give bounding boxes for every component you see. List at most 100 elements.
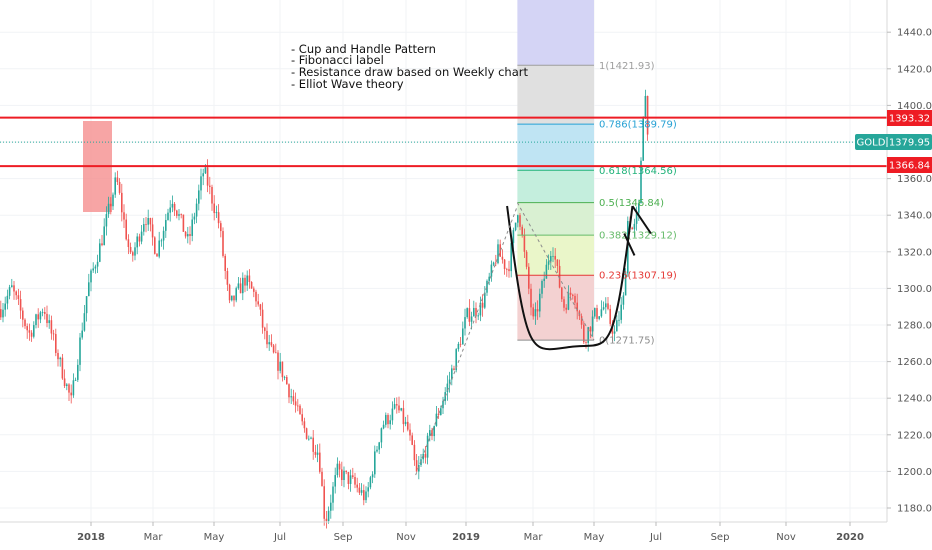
candle-body — [35, 314, 37, 326]
candle-body — [222, 231, 224, 256]
candle-body — [415, 460, 418, 472]
candles — [0, 89, 649, 529]
candle-body — [376, 449, 378, 452]
candle-body — [204, 167, 207, 174]
candle-body — [552, 255, 554, 257]
candle-body — [327, 510, 330, 522]
candle-body — [510, 243, 512, 272]
candle-body — [640, 160, 642, 204]
last-price-label: 1379.95 — [889, 138, 930, 149]
candle-body — [534, 309, 537, 317]
candle-body — [277, 352, 279, 371]
candle-body — [569, 292, 572, 295]
candle-body — [288, 384, 290, 398]
candle-body — [631, 227, 633, 230]
candle-body — [13, 285, 15, 292]
time-axis-tick-label: 2018 — [77, 532, 105, 543]
candle-body — [114, 177, 116, 195]
candle-body — [92, 268, 94, 271]
candle-body — [558, 265, 561, 288]
candle-body — [545, 264, 548, 279]
candle-body — [602, 307, 605, 310]
candle-body — [530, 288, 532, 308]
candle-body — [244, 277, 246, 286]
fibonacci-level-label: 0(1271.75) — [599, 336, 655, 347]
candle-body — [235, 288, 237, 301]
candle-body — [532, 307, 534, 317]
candle-body — [169, 207, 171, 213]
candle-body — [143, 224, 145, 232]
fibonacci-zone — [517, 170, 594, 203]
candle-body — [325, 518, 328, 522]
candle-body — [224, 255, 226, 271]
candle-body — [4, 303, 6, 310]
candle-body — [270, 342, 273, 346]
fibonacci-zone — [517, 235, 594, 276]
price-axis[interactable]: 1180.00 1200.00 1220.00 1240.00 1260.00 1280.… — [887, 28, 932, 515]
candle-body — [63, 378, 66, 386]
cup-curve — [506, 205, 634, 351]
candle-body — [255, 291, 257, 302]
candle-body — [134, 247, 136, 256]
candle-body — [486, 280, 488, 293]
candle-body — [118, 181, 121, 193]
time-axis-tick-label: Sep — [711, 532, 730, 543]
candle-body — [39, 312, 42, 320]
candle-body — [125, 219, 127, 240]
candle-body — [85, 296, 88, 314]
candle-body — [68, 384, 70, 393]
candle-body — [323, 486, 325, 519]
candle-body — [609, 308, 611, 324]
candle-body — [470, 316, 473, 322]
candle-body — [30, 332, 33, 337]
candle-body — [519, 215, 521, 227]
candle-body — [457, 343, 460, 350]
candle-body — [356, 484, 358, 488]
candle-body — [503, 259, 506, 269]
time-axis[interactable]: 2018 Mar May Jul Sep Nov 2019 Mar May Jul Sep Nov 20… — [77, 522, 864, 543]
candle-body — [17, 295, 20, 300]
annotation-line-4: - Elliot Wave theory — [291, 77, 404, 91]
time-axis-tick-label: Mar — [524, 532, 544, 543]
candle-body — [305, 428, 308, 439]
candle-body — [411, 435, 413, 445]
candle-body — [492, 262, 495, 265]
candle-body — [312, 437, 314, 452]
candle-body — [404, 421, 407, 425]
candle-body — [281, 361, 284, 378]
candle-body — [189, 234, 191, 236]
candle-body — [389, 420, 391, 425]
candle-body — [33, 325, 35, 337]
handle-upper-line — [631, 205, 652, 235]
fibonacci-zone — [517, 124, 594, 171]
candle-body — [22, 310, 24, 320]
candle-body — [202, 173, 204, 177]
candle-body — [451, 368, 453, 380]
candle-body — [556, 259, 559, 266]
time-axis-tick-label: Nov — [396, 532, 416, 543]
fibonacci-zone-extension — [517, 0, 594, 66]
price-axis-tick-label: 1200.00 — [897, 467, 932, 478]
candle-body — [226, 270, 229, 285]
candle-body — [598, 316, 600, 319]
candle-body — [453, 368, 455, 371]
candle-body — [206, 167, 209, 186]
candle-body — [319, 452, 321, 472]
fibonacci-zone — [517, 65, 594, 125]
candle-body — [343, 470, 345, 481]
candle-body — [622, 295, 625, 305]
candle-body — [308, 438, 310, 440]
candle-body — [539, 293, 541, 312]
candle-body — [176, 210, 178, 216]
candle-body — [385, 414, 387, 425]
candle-body — [380, 428, 383, 443]
candle-body — [382, 424, 385, 429]
candle-body — [105, 214, 108, 227]
candle-body — [638, 203, 640, 213]
candle-body — [147, 217, 149, 225]
fibonacci-level-label: 1(1421.93) — [599, 61, 655, 72]
candle-body — [365, 491, 367, 501]
candle-body — [499, 244, 501, 257]
price-axis-tick-label: 1440.00 — [897, 28, 932, 39]
